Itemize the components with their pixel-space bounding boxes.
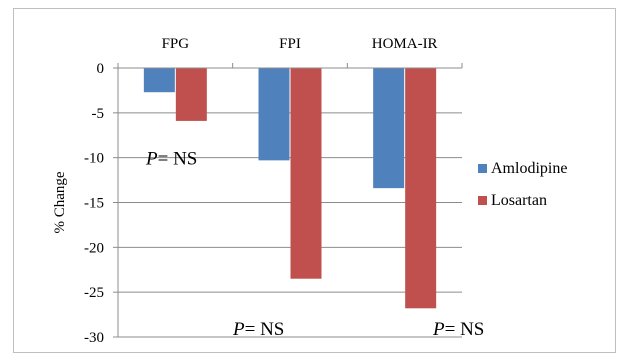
- bar-losartan-homa-ir: [405, 68, 437, 309]
- annotation-layer: P= NSP= NS P= NS: [145, 149, 484, 340]
- category-label: HOMA-IR: [372, 36, 438, 52]
- category-label: FPG: [162, 36, 190, 52]
- legend-label-amlodipine: Amlodipine: [491, 160, 567, 177]
- legend-label-losartan: Losartan: [491, 192, 547, 209]
- category-label: FPI: [279, 36, 301, 52]
- bar-amlodipine-homa-ir: [373, 68, 405, 189]
- y-tick-label: 0: [97, 61, 105, 77]
- legend-swatch-amlodipine: [478, 164, 487, 173]
- p-value-text: = NS: [245, 319, 285, 340]
- p-symbol: P: [232, 319, 245, 340]
- bar-amlodipine-fpi: [258, 68, 290, 161]
- p-value-text: = NS: [158, 149, 198, 170]
- axis-layer: [113, 63, 463, 338]
- bar-amlodipine-fpg: [143, 68, 175, 93]
- label-layer: 0 -5 -10 -15 -20 -25 -30 FPG FPI HOMA-IR % Change: [52, 36, 438, 346]
- y-tick-label: -15: [84, 196, 104, 212]
- p-symbol: P: [145, 149, 158, 170]
- p-value-text: = NS: [445, 319, 485, 340]
- y-tick-label: -20: [84, 240, 104, 256]
- bar-losartan-fpi: [290, 68, 322, 279]
- y-tick-label: -25: [84, 285, 104, 301]
- bar-layer: [143, 68, 437, 309]
- grid-layer: [118, 112, 462, 338]
- p-symbol: P: [432, 319, 445, 340]
- y-tick-label: -30: [84, 330, 104, 346]
- legend: Amlodipine Losartan: [478, 160, 567, 209]
- p-value-annotation: P= NS: [232, 319, 284, 340]
- legend-swatch-losartan: [478, 196, 487, 205]
- chart-frame: [13, 8, 616, 353]
- p-value-annotation: P= NS: [432, 319, 484, 340]
- y-tick-label: -10: [84, 151, 104, 167]
- y-axis-title: % Change: [52, 171, 68, 233]
- bar-losartan-fpg: [175, 68, 207, 121]
- p-value-annotation: P= NS: [145, 149, 197, 170]
- y-tick-label: -5: [92, 106, 105, 122]
